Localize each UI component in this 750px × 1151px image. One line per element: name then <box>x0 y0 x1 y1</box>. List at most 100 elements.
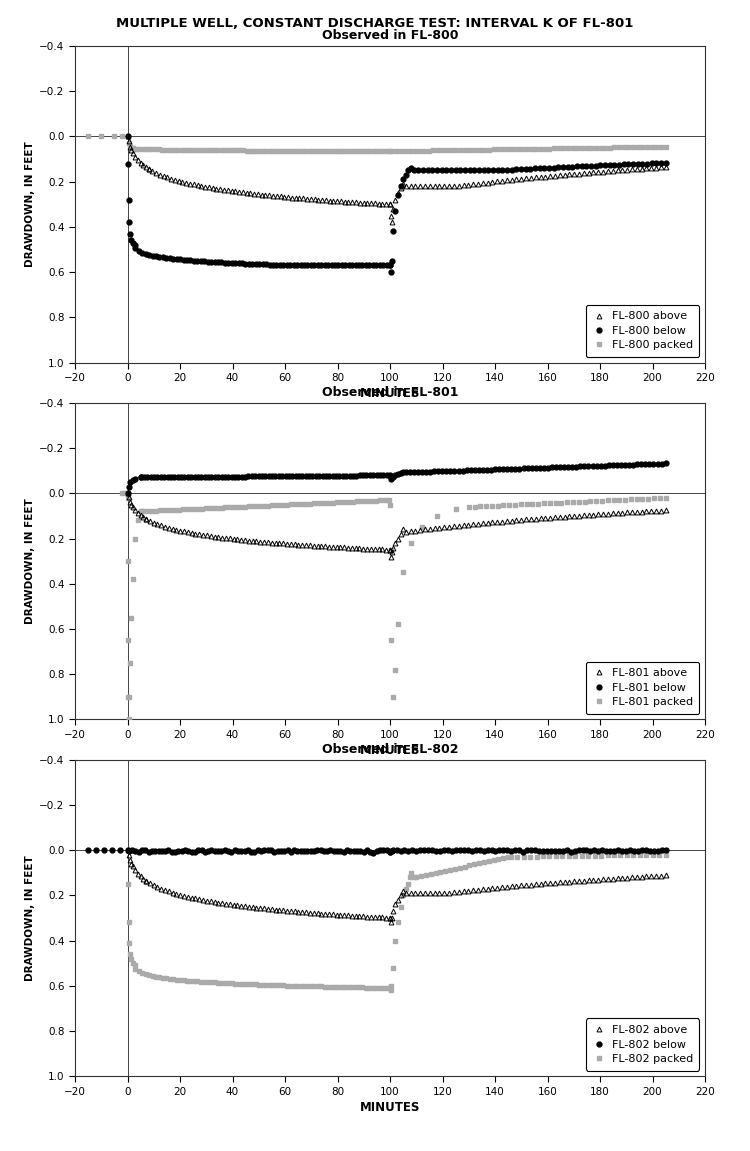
Text: MULTIPLE WELL, CONSTANT DISCHARGE TEST: INTERVAL K OF FL-801: MULTIPLE WELL, CONSTANT DISCHARGE TEST: … <box>116 17 634 30</box>
Line: FL-800 above: FL-800 above <box>125 134 668 224</box>
FL-801 below <box>342 468 351 482</box>
FL-801 packed <box>209 501 218 514</box>
FL-802 packed <box>124 877 133 891</box>
FL-802 above <box>565 875 574 889</box>
FL-802 below <box>369 846 378 860</box>
FL-800 packed <box>83 130 93 144</box>
FL-801 above <box>309 539 318 552</box>
Line: FL-802 above: FL-802 above <box>125 847 668 925</box>
FL-801 packed <box>314 496 322 510</box>
FL-800 below <box>123 130 132 144</box>
FL-800 above <box>387 215 396 229</box>
FL-801 above <box>386 550 395 564</box>
FL-802 below <box>662 844 670 857</box>
Line: FL-800 below: FL-800 below <box>125 134 668 275</box>
FL-801 packed <box>118 487 127 501</box>
FL-800 packed <box>340 144 349 158</box>
FL-800 above <box>125 139 135 153</box>
FL-802 below <box>250 845 259 859</box>
FL-801 packed <box>127 611 136 625</box>
FL-800 above <box>662 160 670 174</box>
FL-802 below <box>83 844 93 857</box>
Line: FL-802 packed: FL-802 packed <box>125 847 668 992</box>
FL-801 below <box>478 463 488 477</box>
FL-802 below <box>495 844 504 857</box>
FL-801 above <box>478 517 488 531</box>
FL-800 below <box>427 163 436 177</box>
FL-802 packed <box>551 849 560 863</box>
FL-801 above <box>565 509 574 523</box>
FL-800 packed <box>194 143 202 157</box>
Legend: FL-801 above, FL-801 below, FL-801 packed: FL-801 above, FL-801 below, FL-801 packe… <box>586 662 700 714</box>
FL-801 packed <box>391 663 400 677</box>
FL-801 packed <box>662 490 670 504</box>
FL-800 above <box>124 135 134 148</box>
FL-800 packed <box>135 142 144 155</box>
FL-802 below <box>566 845 575 859</box>
FL-802 packed <box>130 962 140 976</box>
FL-802 packed <box>123 844 132 857</box>
FL-801 packed <box>371 494 380 508</box>
FL-801 above <box>391 536 400 550</box>
FL-800 below <box>224 256 232 269</box>
Legend: FL-800 above, FL-800 below, FL-800 packed: FL-800 above, FL-800 below, FL-800 packe… <box>586 305 700 357</box>
FL-800 above <box>388 201 398 215</box>
Legend: FL-802 above, FL-802 below, FL-802 packed: FL-802 above, FL-802 below, FL-802 packe… <box>586 1019 700 1070</box>
FL-800 above <box>425 180 434 193</box>
FL-801 below <box>149 471 158 485</box>
Line: FL-802 below: FL-802 below <box>86 847 668 855</box>
FL-801 below <box>662 457 670 471</box>
Title: Observed in FL-801: Observed in FL-801 <box>322 386 458 399</box>
FL-802 packed <box>532 849 541 863</box>
FL-802 packed <box>262 978 271 992</box>
FL-800 below <box>193 254 202 268</box>
FL-800 below <box>662 155 670 169</box>
FL-801 packed <box>382 493 392 506</box>
FL-802 above <box>478 882 488 895</box>
Line: FL-801 below: FL-801 below <box>125 462 668 496</box>
Line: FL-800 packed: FL-800 packed <box>86 134 668 153</box>
X-axis label: MINUTES: MINUTES <box>360 1100 420 1114</box>
Title: Observed in FL-802: Observed in FL-802 <box>322 742 458 756</box>
FL-801 above <box>294 538 303 551</box>
FL-801 above <box>662 503 670 517</box>
FL-802 packed <box>622 848 632 862</box>
FL-802 above <box>294 905 303 918</box>
FL-802 packed <box>386 983 395 997</box>
Line: FL-801 above: FL-801 above <box>125 490 668 559</box>
FL-800 packed <box>386 144 394 158</box>
X-axis label: MINUTES: MINUTES <box>360 744 420 757</box>
FL-801 below <box>653 457 662 471</box>
FL-802 above <box>386 915 395 929</box>
FL-800 packed <box>662 139 670 153</box>
FL-800 below <box>327 259 336 273</box>
FL-800 packed <box>330 144 339 158</box>
FL-802 below <box>440 844 448 857</box>
FL-802 below <box>313 844 322 857</box>
FL-801 below <box>183 470 192 483</box>
FL-801 below <box>556 460 565 474</box>
FL-802 above <box>123 844 132 857</box>
Y-axis label: DRAWDOWN, IN FEET: DRAWDOWN, IN FEET <box>26 142 35 267</box>
Y-axis label: DRAWDOWN, IN FEET: DRAWDOWN, IN FEET <box>26 855 35 981</box>
FL-800 above <box>652 161 661 175</box>
FL-801 below <box>123 487 132 501</box>
FL-802 packed <box>662 847 670 861</box>
Line: FL-801 packed: FL-801 packed <box>120 490 668 722</box>
FL-802 above <box>662 868 670 882</box>
Y-axis label: DRAWDOWN, IN FEET: DRAWDOWN, IN FEET <box>26 498 35 624</box>
FL-800 below <box>386 265 395 279</box>
FL-802 below <box>273 844 282 857</box>
X-axis label: MINUTES: MINUTES <box>360 387 420 401</box>
FL-800 below <box>169 252 178 266</box>
FL-802 above <box>309 906 318 920</box>
FL-800 above <box>123 130 132 144</box>
FL-800 below <box>227 256 236 269</box>
FL-800 above <box>374 197 383 211</box>
Title: Observed in FL-800: Observed in FL-800 <box>322 29 458 43</box>
FL-802 above <box>391 898 400 912</box>
FL-801 above <box>652 504 661 518</box>
FL-800 packed <box>400 144 410 158</box>
FL-802 above <box>652 869 661 883</box>
FL-801 above <box>123 487 132 501</box>
